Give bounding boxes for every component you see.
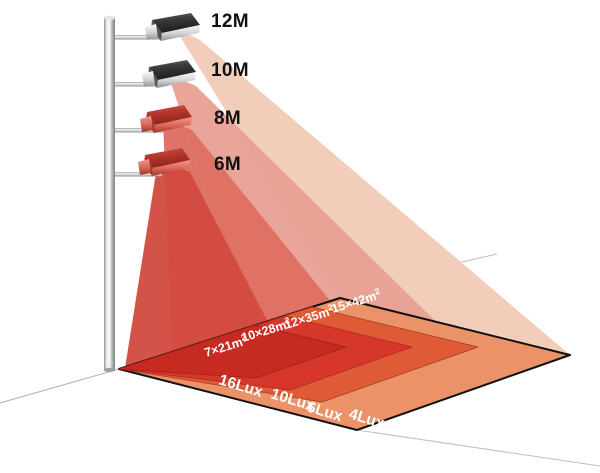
fixture-8m-top <box>147 105 192 125</box>
ground-line-right <box>356 429 600 467</box>
pole-cap <box>104 15 115 21</box>
ground-illumination-zones <box>118 297 571 431</box>
area-label-15x42-sup: 2 <box>373 286 381 297</box>
luminaire-fixtures <box>138 13 200 176</box>
fixture-10m-mount <box>142 71 155 87</box>
fixture-6m-top <box>145 148 190 168</box>
area-label-7x21-sup: 2 <box>240 332 248 343</box>
fixture-12m-mount <box>145 24 158 40</box>
height-label-12m: 12M <box>211 11 249 32</box>
pole-arm-8m <box>110 128 164 133</box>
pole-base <box>104 367 115 373</box>
ground-line-left <box>0 368 120 404</box>
fixture-6m-lens <box>152 160 190 176</box>
height-label-8m: 8M <box>214 108 241 129</box>
height-label-10m: 10M <box>211 60 249 81</box>
fixture-6m <box>138 148 190 176</box>
fixture-10m-lens <box>157 72 196 88</box>
fixture-6m-mount <box>138 159 151 175</box>
fixture-12m <box>145 13 200 41</box>
zone-16lux <box>118 324 347 379</box>
beam-cone-6m <box>125 160 296 376</box>
fixture-8m <box>140 105 192 133</box>
pole-arm-6m <box>110 172 162 177</box>
pole-arm-12m <box>110 35 168 40</box>
fixture-12m-lens <box>161 25 200 41</box>
area-label-12x35-sup: 2 <box>326 302 334 313</box>
fixture-8m-lens <box>154 117 192 133</box>
fixture-8m-mount <box>140 116 153 132</box>
light-beams <box>125 28 570 376</box>
pole-mast <box>104 17 115 371</box>
height-labels: 12M 10M 8M 6M <box>211 11 249 175</box>
light-pole <box>104 15 168 373</box>
fixture-10m <box>142 60 196 88</box>
area-label-10x28-sup: 2 <box>283 315 291 326</box>
height-label-6m: 6M <box>214 154 241 175</box>
beam-cone-12m <box>175 28 570 355</box>
pole-arm-10m <box>110 82 166 87</box>
fixture-12m-top <box>152 13 200 33</box>
pole-arms <box>110 35 168 177</box>
fixture-10m-top <box>149 60 196 80</box>
